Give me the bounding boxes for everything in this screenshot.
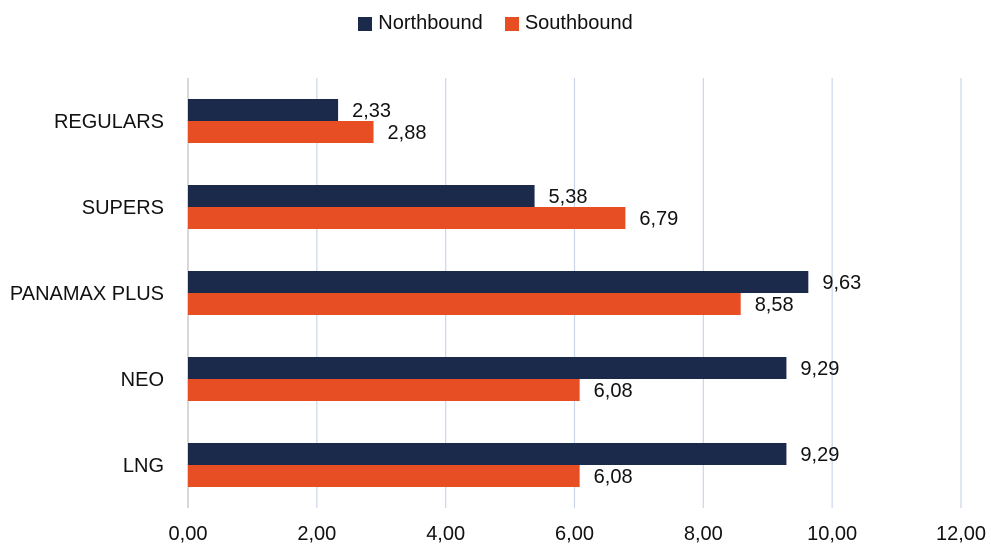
x-tick-label: 8,00 <box>684 523 723 545</box>
bar-northbound <box>188 357 787 379</box>
legend-item-southbound: Southbound <box>504 12 633 35</box>
x-tick-label: 0,00 <box>169 523 208 545</box>
bar-northbound <box>188 271 809 293</box>
category-label: SUPERS <box>82 197 164 219</box>
category-label: LNG <box>123 455 164 477</box>
legend-swatch-southbound <box>504 16 519 31</box>
category-label: PANAMAX PLUS <box>10 283 164 305</box>
data-label-northbound: 5,38 <box>549 186 588 208</box>
category-label: REGULARS <box>54 111 164 133</box>
bar-southbound <box>188 207 626 229</box>
data-label-southbound: 8,58 <box>755 294 794 316</box>
x-tick-label: 6,00 <box>555 523 594 545</box>
bar-northbound <box>188 185 535 207</box>
bar-southbound <box>188 293 741 315</box>
data-label-northbound: 9,63 <box>822 272 861 294</box>
bar-southbound <box>188 121 374 143</box>
bar-southbound <box>188 465 580 487</box>
data-label-southbound: 6,08 <box>594 380 633 402</box>
legend-label-northbound: Northbound <box>378 12 483 34</box>
data-label-northbound: 9,29 <box>800 444 839 466</box>
bar-northbound <box>188 99 339 121</box>
legend-label-southbound: Southbound <box>524 12 633 34</box>
x-tick-label: 12,00 <box>936 523 986 545</box>
data-label-southbound: 6,79 <box>639 208 678 230</box>
data-label-southbound: 2,88 <box>388 122 427 144</box>
bar-northbound <box>188 443 787 465</box>
x-tick-label: 4,00 <box>426 523 465 545</box>
legend: Northbound Southbound <box>0 12 991 35</box>
data-label-northbound: 2,33 <box>352 100 391 122</box>
data-label-northbound: 9,29 <box>800 358 839 380</box>
category-label: NEO <box>121 369 164 391</box>
data-label-southbound: 6,08 <box>594 466 633 488</box>
bar-southbound <box>188 379 580 401</box>
legend-item-northbound: Northbound <box>358 12 483 35</box>
x-tick-label: 2,00 <box>297 523 336 545</box>
x-tick-label: 10,00 <box>807 523 857 545</box>
legend-swatch-northbound <box>358 16 373 31</box>
